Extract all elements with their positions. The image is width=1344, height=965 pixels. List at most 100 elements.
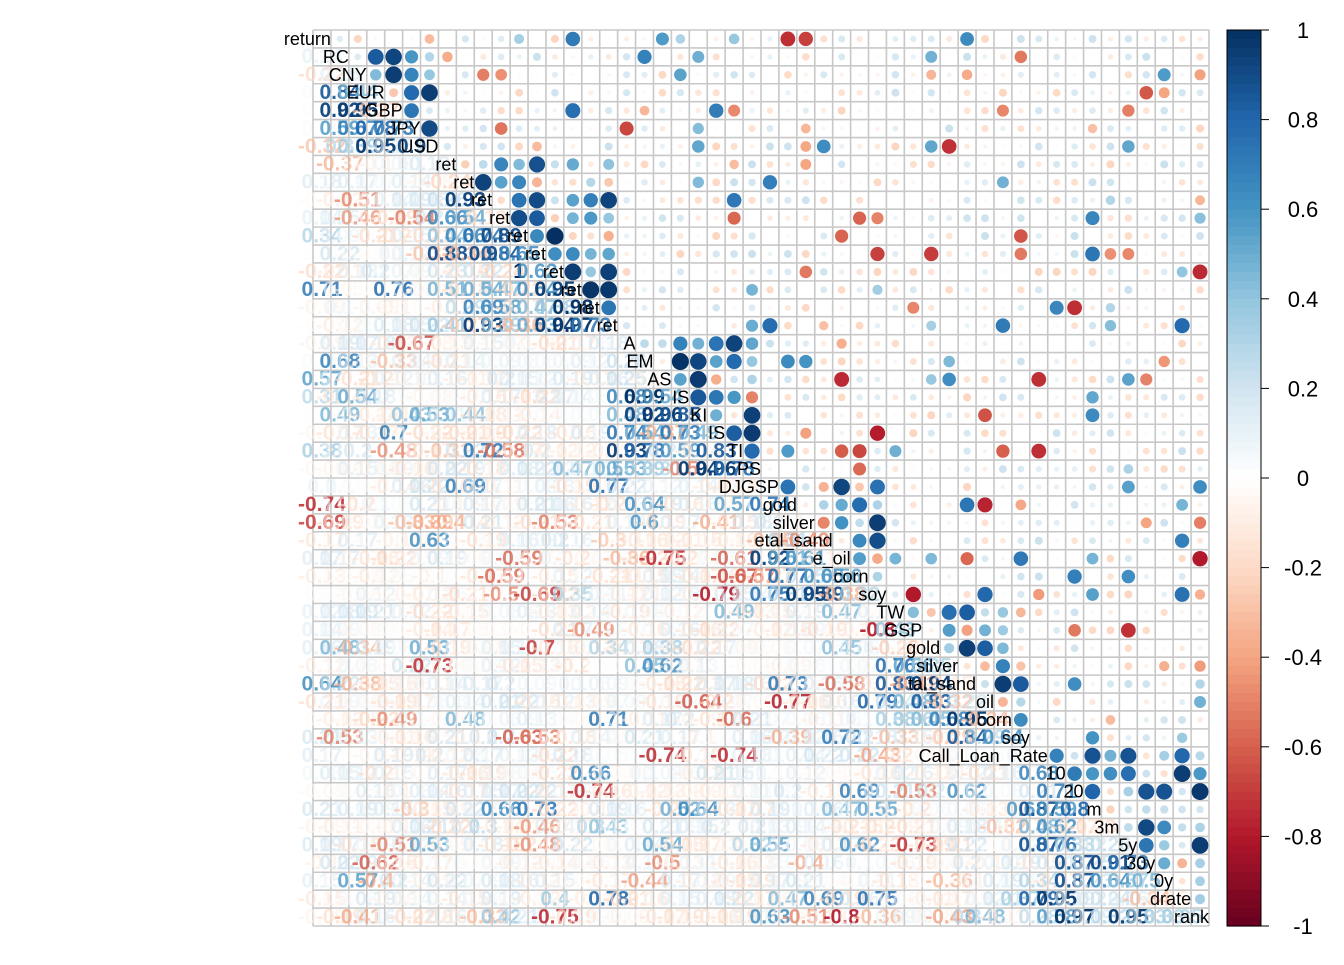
corr-circle <box>1035 196 1043 204</box>
corr-value: 0.16 <box>373 135 414 158</box>
corr-circle <box>1124 196 1133 204</box>
corr-circle <box>910 72 916 78</box>
corr-circle <box>870 479 885 495</box>
corr-circle <box>858 253 861 255</box>
corr-circle <box>872 284 883 295</box>
corr-circle <box>1070 249 1079 259</box>
corr-circle <box>588 54 594 60</box>
marks-layer: 0.14-0.220.150.040.840.440.020.920.95-0.… <box>298 31 1209 928</box>
corr-circle <box>963 412 971 419</box>
corr-circle <box>1125 734 1132 741</box>
corr-circle <box>1037 718 1041 722</box>
corr-circle <box>1195 822 1205 833</box>
corr-value: 0.22 <box>319 242 360 265</box>
corr-circle <box>677 286 684 294</box>
corr-circle <box>981 35 989 43</box>
corr-value: -0.12 <box>316 314 364 337</box>
corr-circle <box>588 107 594 114</box>
corr-circle <box>571 73 575 77</box>
corr-circle <box>780 31 796 47</box>
corr-circle <box>694 196 702 204</box>
corr-circle <box>1053 53 1061 61</box>
corr-value: 0.2 <box>415 206 444 229</box>
corr-circle <box>1178 161 1186 168</box>
corr-circle <box>947 342 951 345</box>
corr-circle <box>1143 412 1150 419</box>
corr-circle <box>658 339 667 348</box>
corr-value: 0.18 <box>732 511 773 534</box>
corr-circle <box>692 337 705 350</box>
corr-circle <box>1072 484 1077 490</box>
corr-circle <box>498 90 504 95</box>
corr-circle <box>1176 266 1188 278</box>
corr-circle <box>982 144 988 149</box>
corr-circle <box>1088 465 1097 473</box>
color-legend: 10.80.60.40.20-0.2-0.4-0.6-0.8-1 <box>1226 18 1322 939</box>
corr-circle <box>872 553 883 564</box>
corr-circle <box>1034 267 1043 276</box>
corr-value: 0.16 <box>678 493 719 516</box>
corr-circle <box>802 215 809 222</box>
corr-circle <box>1162 342 1166 346</box>
corr-circle <box>822 306 825 309</box>
corr-circle <box>497 142 506 151</box>
corr-circle <box>1197 609 1203 615</box>
corr-circle <box>766 430 774 437</box>
corr-circle <box>731 322 737 329</box>
corr-circle <box>856 394 863 401</box>
corr-circle <box>856 35 863 43</box>
corr-circle <box>964 305 970 311</box>
corr-circle <box>1089 717 1096 723</box>
corr-value: 0.9 <box>397 135 426 158</box>
corr-value: 0.09 <box>319 224 360 247</box>
corr-value: -0.12 <box>316 189 364 212</box>
legend-swatch <box>1227 800 1261 811</box>
corr-circle <box>367 49 384 65</box>
corr-circle <box>1196 375 1204 383</box>
corr-value: -0.16 <box>656 493 704 516</box>
corr-circle <box>1194 212 1206 224</box>
corr-value: 0.17 <box>660 511 701 534</box>
corr-value: 0.99 <box>624 386 665 409</box>
corr-value: 0.05 <box>373 493 414 516</box>
corr-circle <box>911 377 916 382</box>
corr-circle <box>603 230 614 242</box>
corr-circle <box>1120 747 1137 764</box>
corr-circle <box>570 54 575 59</box>
corr-circle <box>1107 699 1114 705</box>
corr-circle <box>836 338 847 349</box>
legend-swatch <box>1227 236 1261 246</box>
corr-circle <box>946 215 953 222</box>
corr-circle <box>769 396 771 399</box>
corr-circle <box>947 467 952 471</box>
corr-value: -0.11 <box>442 368 489 391</box>
corr-circle <box>714 127 718 131</box>
corr-circle <box>463 108 468 113</box>
corr-circle <box>1085 767 1100 781</box>
corr-circle <box>1107 483 1114 491</box>
corr-circle <box>1016 214 1025 223</box>
corr-circle <box>1143 394 1150 401</box>
corr-circle <box>1144 198 1148 202</box>
corr-value: 0.02 <box>355 475 396 498</box>
corr-circle <box>715 324 718 327</box>
corr-value: 0.05 <box>499 493 540 516</box>
corr-value: -0.19 <box>370 206 418 229</box>
corr-value: 0.22 <box>409 314 450 337</box>
corr-circle <box>1107 519 1114 527</box>
corr-circle <box>536 38 538 40</box>
corr-circle <box>1140 373 1153 386</box>
corr-circle <box>474 174 492 191</box>
corr-circle <box>1195 858 1205 869</box>
corr-circle <box>839 72 844 78</box>
corr-value: 0.78 <box>624 439 665 462</box>
corr-value: -0.07 <box>477 421 525 444</box>
corr-circle <box>1089 430 1096 437</box>
corr-value: 0.12 <box>373 368 414 391</box>
corr-circle <box>1196 805 1204 814</box>
corr-value: -0.17 <box>352 421 400 444</box>
corr-circle <box>1037 306 1040 309</box>
corr-circle <box>623 196 630 204</box>
corr-circle <box>875 234 879 238</box>
corr-circle <box>550 34 559 43</box>
